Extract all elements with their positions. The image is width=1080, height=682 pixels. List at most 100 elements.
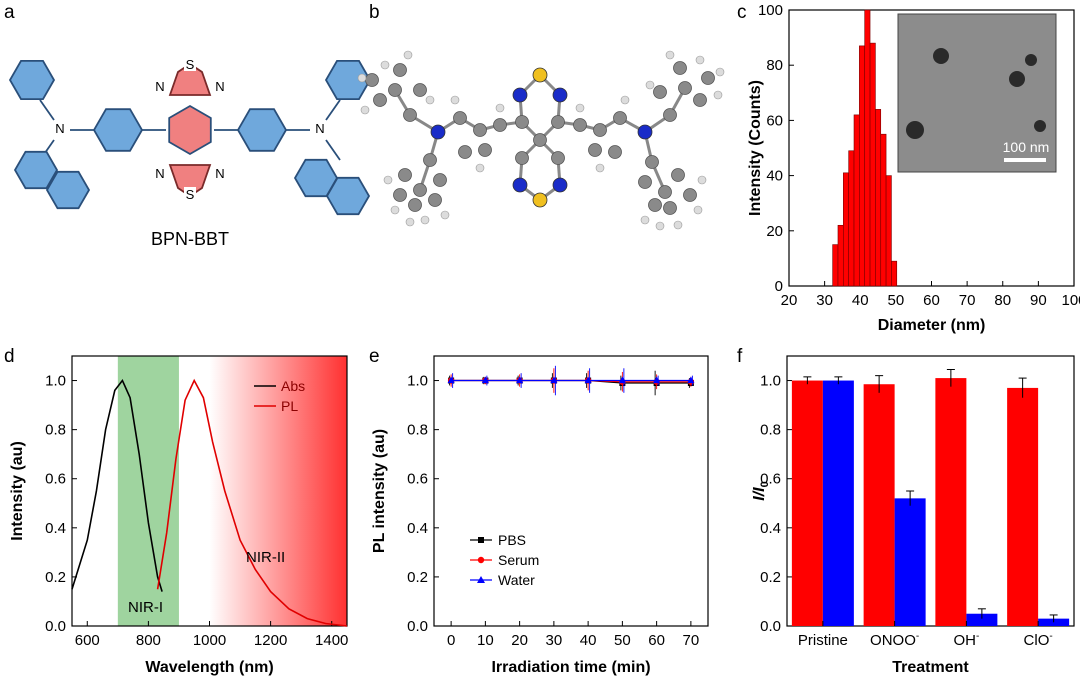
absorption-emission-chart: 600 800 1000 1200 1400 0.0 0.2 0.4 0.6 0.8 1.0 — [45, 355, 348, 649]
atom-label-bg — [214, 79, 226, 93]
carbon-atom — [678, 81, 692, 95]
c-y-tick-label: 0 — [775, 278, 783, 295]
c-x-axis-label: Diameter (nm) — [878, 317, 986, 334]
carbon-atom — [433, 173, 447, 187]
hydrogen-atom — [380, 60, 390, 70]
hydrogen-atom — [403, 50, 413, 60]
f-category-base: ONOO — [870, 632, 916, 649]
e-x-tick-label: 40 — [580, 632, 597, 649]
d-x-tick-label: 1000 — [193, 632, 226, 649]
c-histogram-bar — [864, 9, 871, 287]
c-x-tick-label: 80 — [994, 292, 1011, 309]
left-phenyl-ring — [92, 108, 144, 152]
carbon-atom — [613, 111, 627, 125]
carbon-atom — [638, 175, 652, 189]
c-histogram-bar — [875, 109, 882, 287]
carbon-atom — [608, 145, 622, 159]
carbon-atom — [458, 145, 472, 159]
carbon-atom — [673, 61, 687, 75]
sulfur-atom — [532, 67, 548, 83]
e-plot-frame — [433, 355, 709, 627]
d-x-tick-label: 600 — [75, 632, 100, 649]
hydrogen-atom — [695, 55, 705, 65]
f-category-sup: - — [916, 631, 919, 642]
carbon-atom — [671, 168, 685, 182]
left-naphthyl-ring-a — [13, 150, 59, 190]
panel-label-b: b — [369, 2, 380, 23]
e-x-tick-label: 70 — [683, 632, 700, 649]
carbon-atom — [533, 133, 547, 147]
c-y-tick-label: 100 — [758, 2, 783, 19]
c-x-tick-label: 30 — [816, 292, 833, 309]
e-y-tick-label: 0.6 — [407, 471, 428, 488]
d-x-tick-label: 1400 — [315, 632, 348, 649]
e-y-axis-label: PL intensity (au) — [371, 429, 388, 553]
nir-i-band-label: NIR-I — [128, 599, 163, 616]
carbon-atom — [408, 198, 422, 212]
water-data-point — [584, 376, 592, 384]
atom-label: N — [155, 166, 164, 181]
atom-label-bg — [154, 79, 166, 93]
water-data-point — [687, 376, 695, 384]
carbon-atom — [365, 73, 379, 87]
d-y-tick-label: 0.6 — [45, 471, 66, 488]
hydrogen-atom — [495, 103, 505, 113]
hydrogen-atom — [383, 175, 393, 185]
carbon-atom — [403, 108, 417, 122]
c-histogram-bar — [869, 42, 876, 287]
carbon-atom — [423, 153, 437, 167]
legend-pl-label: PL — [281, 398, 298, 414]
c-y-tick-label: 60 — [766, 112, 783, 129]
nitrogen-atom — [512, 87, 528, 103]
f-category-label: Pristine — [798, 632, 848, 649]
panel-label-e: e — [369, 346, 380, 367]
f-y-tick-label: 0.0 — [760, 618, 781, 635]
water-data-point — [653, 376, 661, 384]
atom-label-bg — [154, 166, 166, 180]
f-category-base: ClO — [1024, 632, 1050, 649]
f-category-sup: - — [1049, 631, 1052, 642]
c-x-tick-label: 40 — [852, 292, 869, 309]
e-x-tick-label: 0 — [447, 632, 455, 649]
c-x-tick-label: 50 — [888, 292, 905, 309]
serum-legend-marker — [477, 556, 485, 564]
atom-label-bg — [184, 187, 196, 201]
c-x-tick-label: 90 — [1030, 292, 1047, 309]
c-histogram-bar — [837, 224, 844, 287]
c-histogram-bar — [880, 133, 887, 287]
red-treatment-bar — [935, 378, 967, 626]
water-data-point — [481, 376, 489, 384]
carbon-atom — [645, 155, 659, 169]
carbon-atom — [373, 93, 387, 107]
c-x-tick-label: 70 — [959, 292, 976, 309]
carbon-atom — [515, 151, 529, 165]
hydrogen-atom — [475, 163, 485, 173]
d-x-axis-label: Wavelength (nm) — [145, 659, 273, 676]
tem-nanoparticle — [1009, 71, 1025, 87]
carbon-atom — [648, 198, 662, 212]
atom-label: S — [186, 187, 195, 202]
photostability-chart: 0 10 20 30 40 50 60 70 0.0 0.2 0.4 0.6 0.8 1.0 — [407, 355, 709, 649]
e-y-tick-label: 0.4 — [407, 520, 428, 537]
hydrogen-atom — [665, 50, 675, 60]
e-y-tick-label: 1.0 — [407, 373, 428, 390]
carbon-atom — [693, 93, 707, 107]
left-terminal-phenyl-ring — [8, 60, 56, 100]
c-y-tick-label: 20 — [766, 223, 783, 240]
panel-label-a: a — [4, 2, 15, 23]
hydrogen-atom — [693, 205, 703, 215]
hydrogen-atom — [655, 221, 665, 231]
atom-label-bg — [54, 121, 66, 135]
legend-pbs-label: PBS — [498, 532, 526, 548]
carbon-atom — [588, 143, 602, 157]
bond-line — [39, 99, 55, 121]
left-naphthyl-ring-b — [45, 170, 91, 210]
tem-nanoparticle — [1025, 54, 1037, 66]
chemical-structure-diagram: N N S N N S N N — [8, 57, 372, 216]
panel-label-f: f — [737, 346, 743, 367]
c-y-tick-label: 80 — [766, 57, 783, 74]
carbon-atom — [573, 118, 587, 132]
f-y-tick-label: 0.8 — [760, 422, 781, 439]
atom-label: N — [155, 79, 164, 94]
